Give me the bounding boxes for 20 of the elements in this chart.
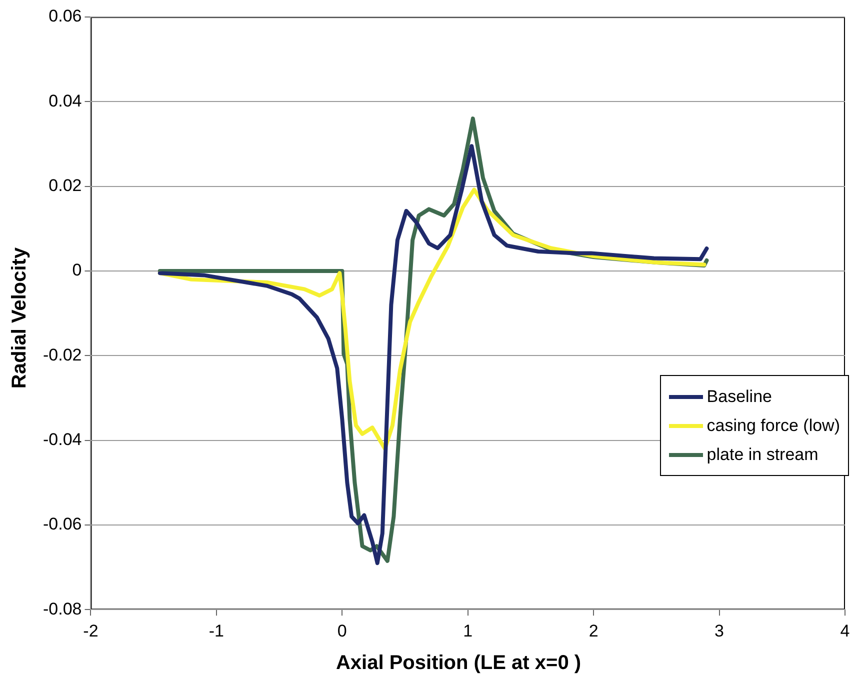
y-tick-label: -0.02 (43, 345, 82, 364)
y-tick-label: 0 (72, 260, 82, 280)
legend-label: casing force (low) (706, 416, 840, 436)
y-axis-title: Radial Velocity (8, 247, 32, 389)
legend-label: Baseline (706, 386, 772, 406)
y-tick-label: 0.06 (48, 6, 82, 26)
x-tick-label: 2 (588, 621, 598, 640)
y-tick-label: -0.04 (43, 430, 82, 449)
y-tick-label: 0.02 (48, 176, 82, 195)
x-tick-label: 1 (463, 621, 473, 640)
y-tick-label: -0.08 (43, 599, 82, 618)
legend-label: plate in stream (706, 444, 818, 464)
y-tick-label: -0.06 (43, 514, 82, 534)
x-axis-title: Axial Position (LE at x=0 ) (334, 652, 582, 675)
x-tick-label: 3 (714, 621, 724, 640)
x-tick-label: 0 (337, 621, 347, 640)
y-tick-label: 0.04 (48, 91, 82, 110)
x-tick-label: -2 (83, 621, 98, 640)
x-tick-label: -1 (208, 621, 224, 640)
x-tick-label: 4 (840, 621, 850, 640)
